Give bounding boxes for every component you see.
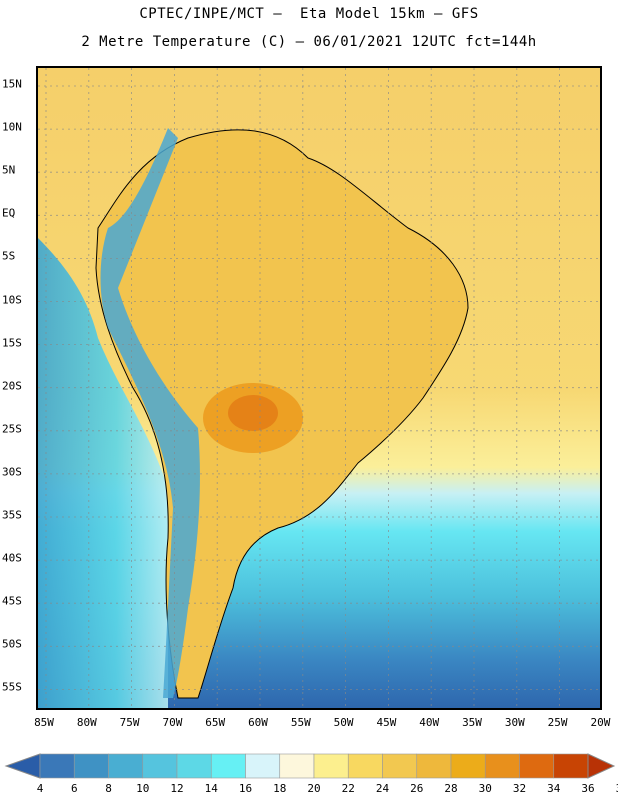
colorbar-cell [553,753,589,779]
colorbar-right-arrow [587,753,616,779]
lon-label: 75W [119,716,140,729]
colorbar-cell [279,753,315,779]
colorbar-tick-label: 10 [136,782,150,795]
colorbar-tick-label: 4 [36,782,44,795]
lat-label: 30S [2,465,22,479]
lon-label: 85W [34,716,54,729]
lat-label: 40S [2,551,22,565]
colorbar-cell [245,753,281,779]
colorbar-cell [347,753,383,779]
colorbar-tick-label: 6 [70,782,78,795]
lon-label: 35W [462,716,482,729]
colorbar-tick-label: 16 [238,782,253,795]
pacific-cool-zone [38,238,168,708]
lat-label: 5S [2,249,16,263]
colorbar-tick-label: 30 [478,782,492,795]
lon-label: 50W [333,716,354,729]
lat-label: 15S [2,336,22,350]
lon-label: 65W [205,716,226,729]
lat-label: 25S [2,422,22,436]
colorbar-tick-label: 24 [375,782,390,795]
lat-label: 45S [2,594,22,608]
colorbar-cell [313,753,349,779]
lat-label: 55S [2,680,22,694]
colorbar-cell [73,753,109,779]
colorbar-tick-label: 32 [512,782,527,795]
colorbar-cell [416,753,452,779]
colorbar-tick-label: 8 [105,782,112,795]
lat-label: 20S [2,379,22,393]
colorbar-cell [210,753,246,779]
colorbar-cell [450,753,486,779]
colorbar-tick-label: 34 [547,782,561,795]
colorbar-cell [108,753,144,779]
colorbar-cell [39,753,75,779]
colorbar-tick-label: 18 [273,782,287,795]
lat-label: 5N [2,163,16,177]
lat-label: 10S [2,293,22,306]
colorbar-cell [382,753,418,779]
graticule [38,68,600,708]
lon-label: 40W [419,716,440,729]
lon-label: 20W [590,716,611,729]
lon-label: 45W [376,716,397,729]
lon-label: 70W [162,716,183,729]
temperature-map [36,66,602,710]
lat-label: 15N [2,77,22,91]
colorbar-left-arrow [4,753,41,779]
andes-cool-ridge [100,128,200,698]
colorbar-tick-label: 28 [444,782,458,795]
lon-label: 55W [290,716,311,729]
colorbar-cell [176,753,212,779]
lat-label: 35S [2,508,22,522]
lon-label: 60W [248,716,268,729]
colorbar-tick-label: 36 [581,782,595,795]
colorbar-tick-label: 38 [616,782,618,795]
colorbar-tick-label: 20 [307,782,321,795]
lat-label: 10N [2,120,22,134]
lat-label: 50S [2,637,22,651]
lon-label: 25W [547,716,568,729]
map-title: CPTEC/INPE/MCT – Eta Model 15km – GFS [139,6,479,22]
colorbar-tick-label: 26 [410,782,424,795]
lon-label: 30W [504,716,525,729]
map-canvas [38,68,600,708]
colorbar-cell [484,753,520,779]
colorbar-tick-label: 12 [170,782,184,795]
lat-label: EQ [2,206,16,220]
colorbar-cell [142,753,178,779]
colorbar-cell [519,753,555,779]
colorbar-tick-label: 14 [204,782,218,795]
lon-label: 80W [76,716,97,729]
colorbar-tick-label: 22 [341,782,355,795]
map-subtitle: 2 Metre Temperature (C) – 06/01/2021 12U… [81,34,537,50]
